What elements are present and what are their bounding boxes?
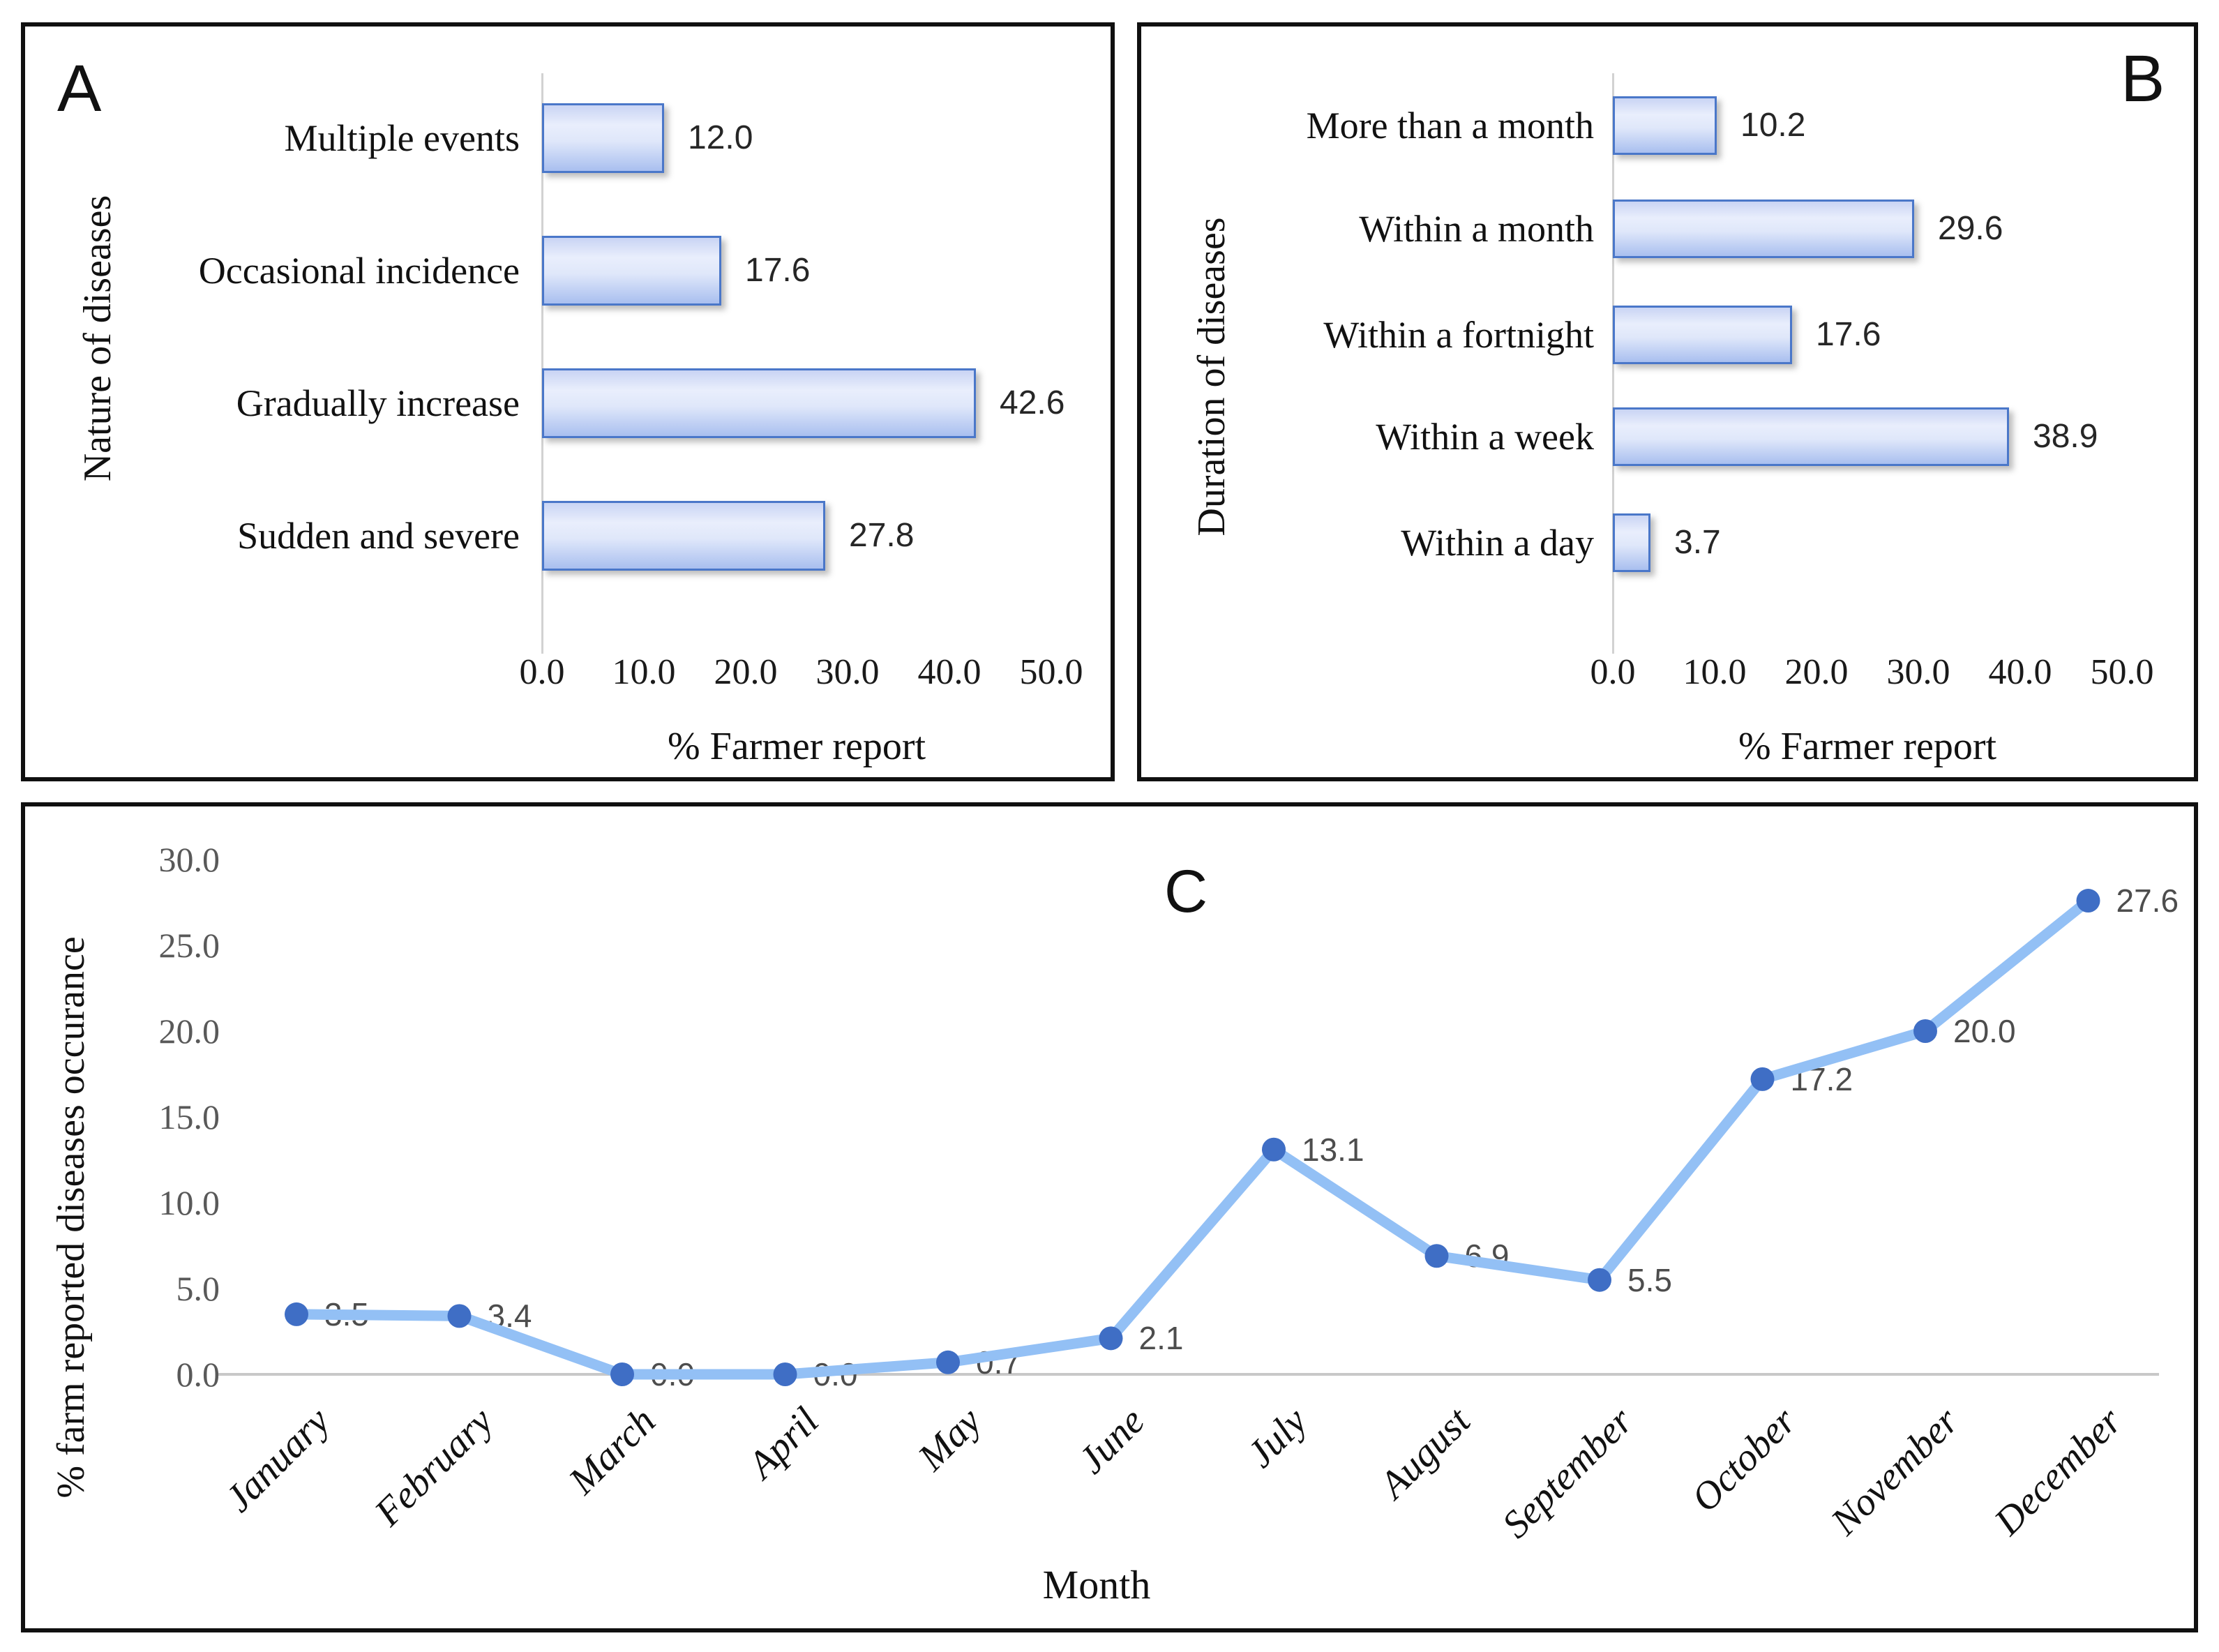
bar-value-label: 17.6 [745,252,811,289]
x-tick-label: 40.0 [917,652,981,692]
bar-value-label: 29.6 [1938,210,2003,247]
bar [1613,200,1914,258]
point-value-label: 3.4 [487,1298,532,1335]
panel-b-letter: B [2121,42,2165,116]
bar-value-label: 17.6 [1816,316,1881,353]
y-tick-label: 10.0 [158,1183,220,1222]
x-tick-label: 0.0 [519,652,565,692]
x-tick-label: 0.0 [1590,652,1636,692]
x-tick-label: 30.0 [1886,652,1950,692]
x-tick-label: 40.0 [1988,652,2052,692]
bar-value-label: 27.8 [849,517,915,554]
x-tick-label: 30.0 [815,652,880,692]
panel-a-letter: A [57,52,102,126]
panel-b-y-axis-title: Duration of diseases [1190,217,1233,536]
bar [542,501,825,571]
bar [542,368,976,438]
bar-value-label: 42.6 [1000,384,1065,421]
point-value-label: 0.0 [650,1356,695,1392]
bar [542,236,721,306]
panel-c-y-axis-title: % farm reported diseases occurance [50,936,93,1499]
bar-value-label: 38.9 [2033,418,2098,455]
x-tick-label: 20.0 [1784,652,1849,692]
point-value-label: 2.1 [1138,1320,1184,1357]
category-label: Within a day [1401,522,1594,564]
x-tick-label: 20.0 [714,652,778,692]
category-label: Multiple events [284,117,520,159]
point-value-label: 6.9 [1464,1238,1510,1275]
bar [1613,96,1717,155]
point-value-label: 3.5 [324,1296,369,1332]
category-label: Occasional incidence [198,250,520,292]
bar [1613,306,1792,364]
bar [1613,513,1650,572]
point-value-label: 13.1 [1302,1131,1364,1168]
x-tick-label: 10.0 [1683,652,1747,692]
bar [542,103,664,173]
category-label: Within a week [1376,416,1594,458]
point-value-label: 27.6 [2116,883,2179,919]
panel-b-x-axis-title: % Farmer report [1738,725,1997,768]
bar-value-label: 12.0 [688,119,753,156]
category-label: Gradually increase [236,382,520,424]
bar [1613,407,2009,466]
y-tick-label: 30.0 [158,840,220,879]
y-tick-label: 0.0 [176,1355,220,1394]
point-value-label: 5.5 [1627,1261,1672,1298]
y-tick-label: 5.0 [176,1269,220,1308]
panel-c-letter: C [1164,858,1208,925]
point-value-label: 20.0 [1953,1013,2016,1049]
bar-value-label: 10.2 [1740,107,1806,144]
point-value-label: 0.0 [813,1356,858,1392]
y-tick-label: 25.0 [158,926,220,965]
y-tick-label: 20.0 [158,1012,220,1051]
category-label: Sudden and severe [237,515,520,557]
bar-value-label: 3.7 [1674,524,1721,561]
panel-a-axis-line [541,73,543,654]
panel-a-x-axis-title: % Farmer report [667,725,926,768]
panel-c-axis-line [216,1373,2159,1376]
point-value-label: 0.7 [976,1344,1021,1381]
panel-a-y-axis-title: Nature of diseases [76,195,119,482]
category-label: Within a month [1359,208,1594,250]
point-value-label: 17.2 [1790,1060,1853,1097]
y-tick-label: 15.0 [158,1097,220,1136]
x-tick-label: 50.0 [2090,652,2154,692]
category-label: More than a month [1306,105,1594,147]
x-tick-label: 50.0 [1019,652,1083,692]
x-tick-label: 10.0 [612,652,676,692]
panel-c-x-axis-title: Month [1042,1562,1151,1607]
category-label: Within a fortnight [1323,314,1594,356]
